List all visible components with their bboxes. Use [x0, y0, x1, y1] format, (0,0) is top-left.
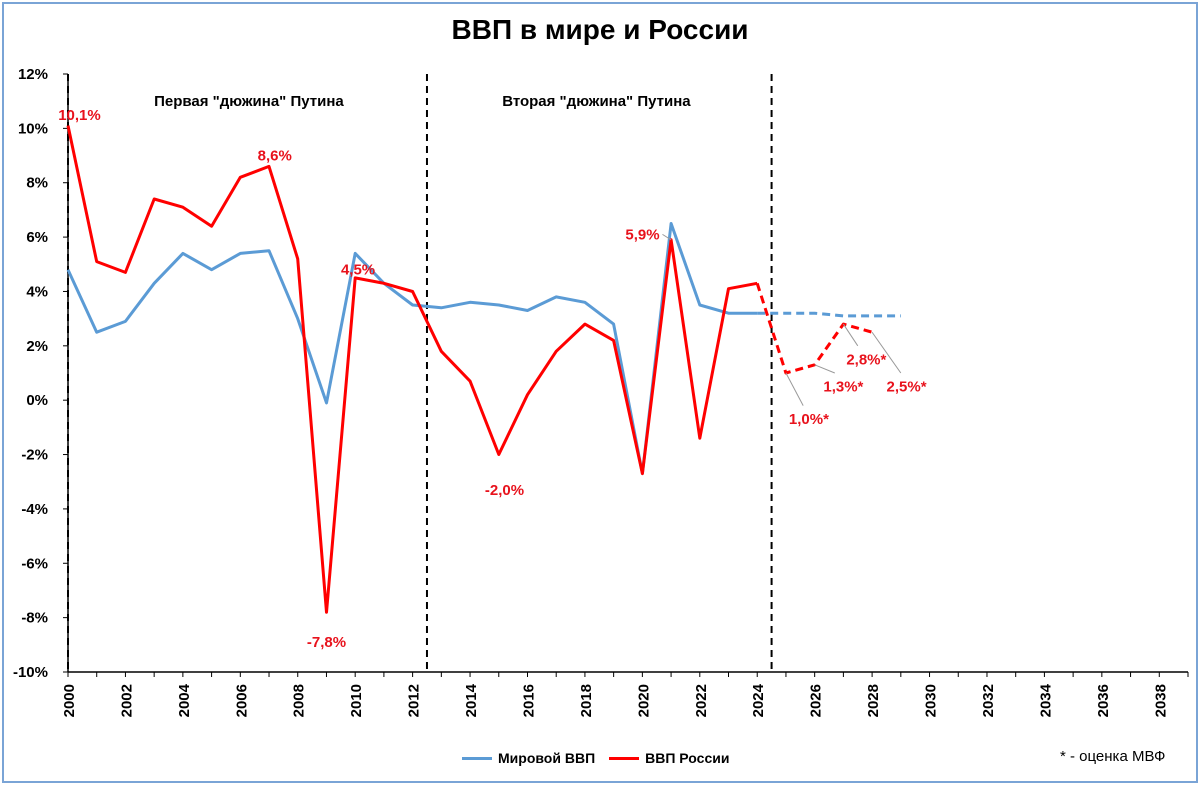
data-labels: Первая "дюжина" Путина Вторая "дюжина" Пу…: [58, 93, 927, 651]
y-tick-label: 0%: [26, 392, 48, 409]
x-tick-label: 2034: [1037, 683, 1054, 717]
x-tick-label: 2004: [176, 683, 193, 717]
x-tick-label: 2024: [750, 683, 767, 717]
series-line-russia: [66, 125, 758, 614]
x-tick-label: 2020: [635, 684, 652, 717]
period-dividers: [67, 74, 773, 672]
x-tick-label: 2036: [1095, 684, 1112, 717]
legend-label-world: Мировой ВВП: [498, 750, 596, 766]
legend-swatch-world: [462, 756, 492, 760]
label-leader-line: [785, 372, 804, 406]
y-tick-label: -2%: [21, 447, 48, 464]
legend-swatch-russia: [609, 756, 640, 760]
x-tick-label: 2010: [348, 684, 365, 717]
x-tick-label: 2016: [520, 684, 537, 717]
label-leader-line: [662, 233, 672, 241]
data-label: 2,8%*: [846, 351, 886, 368]
x-tick-label: 2018: [578, 684, 595, 717]
y-tick-label: -6%: [21, 555, 48, 572]
data-label: 4,5%: [341, 262, 375, 279]
x-tick-label: 2032: [980, 684, 997, 717]
y-tick-label: 4%: [26, 283, 48, 300]
data-label: 8,6%: [258, 148, 292, 165]
legend-item-russia: ВВП России: [609, 750, 729, 766]
x-tick-label: 2028: [865, 684, 882, 717]
y-tick-label: 8%: [26, 175, 48, 192]
x-tick-label: 2012: [406, 684, 423, 717]
legend: Мировой ВВП ВВП России: [462, 750, 743, 766]
y-tick-label: 10%: [18, 120, 48, 137]
data-label: -2,0%: [485, 482, 524, 499]
x-tick-label: 2002: [118, 684, 135, 717]
x-tick-label: 2038: [1152, 684, 1169, 717]
period-label: Вторая "дюжина" Путина: [502, 93, 691, 110]
data-label: 1,0%*: [789, 411, 829, 428]
data-label: 5,9%: [625, 226, 659, 243]
chart-title: ВВП в мире и России: [451, 14, 749, 45]
footnote: * - оценка МВФ: [1060, 748, 1166, 765]
x-tick-label: 2030: [923, 684, 940, 717]
series-line-world: [66, 222, 758, 476]
series-lines: [66, 125, 902, 614]
x-tick-label: 2022: [693, 684, 710, 717]
y-tick-label: -8%: [21, 610, 48, 627]
data-label: 1,3%*: [823, 379, 863, 396]
data-label: 2,5%*: [887, 379, 927, 396]
x-tick-label: 2000: [61, 684, 78, 717]
x-tick-label: 2014: [463, 683, 480, 717]
legend-label-russia: ВВП России: [645, 750, 730, 766]
x-tick-label: 2006: [233, 684, 250, 717]
axes-group: 12% 10% 8% 6% 4% 2% 0% -2% -4% -6% -8% -10% 2000 2002…: [13, 66, 1189, 717]
series-forecast-world: [757, 311, 901, 318]
legend-item-world: Мировой ВВП: [462, 750, 595, 766]
y-tick-label: 2%: [26, 338, 48, 355]
label-leader-line: [814, 364, 835, 374]
y-tick-label: -10%: [13, 664, 48, 681]
y-tick-label: 6%: [26, 229, 48, 246]
x-tick-label: 2026: [808, 684, 825, 717]
period-label: Первая "дюжина" Путина: [154, 93, 344, 110]
label-leader-line: [871, 331, 902, 374]
y-tick-label: 12%: [18, 66, 48, 83]
data-label: -7,8%: [307, 634, 346, 651]
x-tick-label: 2008: [291, 684, 308, 717]
data-label: 10,1%: [58, 107, 101, 124]
label-leader-line: [842, 323, 859, 347]
y-tick-label: -4%: [21, 501, 48, 518]
